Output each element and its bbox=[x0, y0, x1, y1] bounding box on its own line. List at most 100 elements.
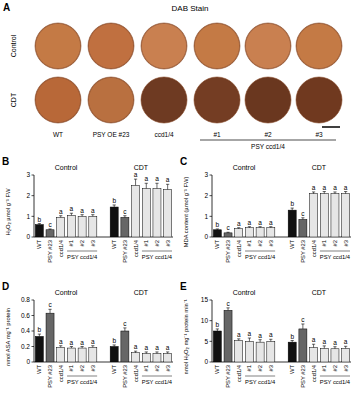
significance-letter: a bbox=[269, 219, 273, 226]
bar bbox=[35, 225, 43, 237]
error-bar bbox=[38, 224, 41, 225]
y-axis-label: H₂O₂ µmol g⁻¹ FW bbox=[5, 188, 11, 235]
bar bbox=[110, 347, 118, 363]
leaf-disc bbox=[194, 23, 240, 69]
y-tick-label: 3 bbox=[26, 171, 30, 178]
error-bar bbox=[248, 338, 251, 341]
category-label: #3 bbox=[90, 240, 96, 246]
significance-letter: a bbox=[248, 330, 252, 337]
leaf-disc bbox=[141, 23, 187, 69]
category-label: ccd1/4 bbox=[58, 364, 64, 382]
error-bar bbox=[248, 227, 251, 228]
significance-letter: c bbox=[123, 320, 127, 327]
significance-letter: a bbox=[134, 171, 138, 178]
category-label: #3 bbox=[268, 365, 274, 371]
category-label: PSY #23 bbox=[47, 240, 53, 263]
bar bbox=[153, 188, 161, 237]
significance-letter: a bbox=[91, 207, 95, 214]
error-bar bbox=[269, 227, 272, 228]
error-bar bbox=[291, 341, 294, 343]
panel-label: B bbox=[2, 156, 9, 167]
y-tick-label: 0.4 bbox=[21, 327, 30, 334]
category-label: #2 bbox=[332, 240, 338, 246]
y-axis bbox=[34, 175, 35, 237]
bar bbox=[164, 189, 172, 237]
y-tick-label: 2 bbox=[204, 192, 208, 199]
bar bbox=[67, 215, 75, 237]
error-bar bbox=[166, 184, 169, 189]
category-label: WT bbox=[111, 365, 117, 374]
error-bar bbox=[123, 216, 126, 218]
category-label: #2 bbox=[257, 240, 263, 246]
category-label: ccd1/4 bbox=[311, 364, 317, 382]
category-label: WT bbox=[289, 365, 295, 374]
column-label: WT bbox=[53, 131, 63, 138]
group-title: CDT bbox=[134, 164, 149, 171]
bar bbox=[267, 228, 275, 237]
error-bar bbox=[134, 179, 137, 185]
significance-letter: a bbox=[312, 336, 316, 343]
category-label: PSY #23 bbox=[122, 365, 128, 388]
bar bbox=[153, 353, 161, 362]
group-bracket bbox=[200, 140, 336, 141]
bars bbox=[213, 192, 349, 237]
significance-letter: a bbox=[248, 219, 252, 226]
panel-label: D bbox=[2, 281, 9, 292]
y-tick-label: 10 bbox=[201, 317, 209, 324]
category-label: #2 bbox=[79, 240, 85, 246]
category-label: #3 bbox=[268, 240, 274, 246]
bar bbox=[342, 348, 350, 362]
error-bar bbox=[48, 228, 51, 230]
group-label: PSY ccd1/4 bbox=[142, 254, 173, 260]
significance-letter: a bbox=[70, 339, 74, 346]
column-label: PSY OE #23 bbox=[93, 131, 130, 138]
error-bar bbox=[333, 192, 336, 194]
bar bbox=[310, 194, 318, 237]
y-axis bbox=[212, 300, 213, 362]
error-bar bbox=[123, 328, 126, 331]
significance-letter: a bbox=[59, 208, 63, 215]
error-bar bbox=[113, 205, 116, 207]
category-label: PSY #23 bbox=[225, 240, 231, 263]
bars bbox=[35, 309, 171, 362]
y-axis-label: nmol H₂O₂ mg⁻¹ protein min⁻¹ bbox=[183, 299, 189, 374]
error-bar bbox=[48, 309, 51, 313]
bar bbox=[35, 336, 43, 362]
group-title: CDT bbox=[312, 164, 327, 171]
bar bbox=[245, 228, 253, 237]
y-axis-label: nmol ASA mg⁻¹ protein bbox=[5, 308, 11, 366]
group-bracket bbox=[67, 251, 97, 252]
significance-letter: a bbox=[155, 175, 159, 182]
x-axis bbox=[212, 237, 351, 238]
category-label: ccd1/4 bbox=[58, 239, 64, 257]
y-tick-label: 0 bbox=[26, 233, 30, 240]
x-axis bbox=[34, 362, 173, 363]
bar bbox=[342, 194, 350, 237]
significance-letter: c bbox=[123, 208, 127, 215]
leaf-disc bbox=[296, 23, 342, 69]
leaf-disc bbox=[245, 77, 291, 123]
significance-letter: c bbox=[48, 301, 52, 308]
panel-label: A bbox=[3, 2, 10, 13]
category-label: #1 bbox=[321, 365, 327, 371]
y-tick-label: 2 bbox=[26, 192, 30, 199]
category-label: ccd1/4 bbox=[133, 364, 139, 382]
group-title: Control bbox=[55, 289, 78, 296]
bar bbox=[245, 341, 253, 362]
error-bar bbox=[333, 347, 336, 349]
bar bbox=[46, 230, 54, 237]
bars bbox=[35, 179, 171, 237]
category-label: #1 bbox=[246, 365, 252, 371]
error-bar bbox=[269, 339, 272, 341]
error-bar bbox=[166, 352, 169, 354]
bar bbox=[78, 216, 86, 237]
y-tick-label: 3 bbox=[204, 171, 208, 178]
group-bracket bbox=[320, 376, 350, 377]
category-label: #3 bbox=[343, 365, 349, 371]
bar bbox=[89, 347, 97, 362]
significance-letter: b bbox=[38, 326, 42, 333]
row-label: Control bbox=[10, 34, 17, 57]
error-bar bbox=[301, 324, 304, 329]
error-bar bbox=[59, 216, 62, 218]
category-label: #3 bbox=[165, 240, 171, 246]
